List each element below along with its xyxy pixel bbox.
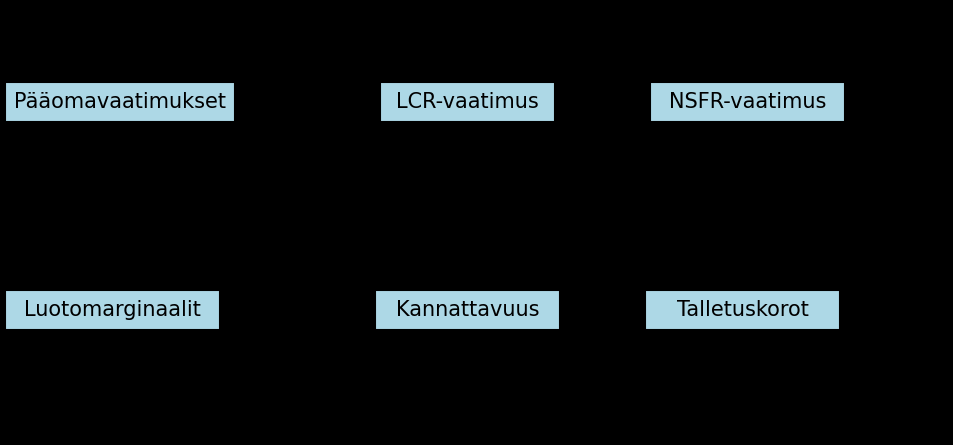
FancyArrowPatch shape xyxy=(472,122,735,290)
FancyArrowPatch shape xyxy=(222,302,375,318)
FancyArrowPatch shape xyxy=(105,122,121,288)
FancyArrowPatch shape xyxy=(458,122,476,288)
Text: Luotomarginaalit: Luotomarginaalit xyxy=(24,300,201,320)
Text: NSFR-vaatimus: NSFR-vaatimus xyxy=(668,92,825,112)
Text: Pääomavaatimukset: Pääomavaatimukset xyxy=(14,92,226,112)
FancyBboxPatch shape xyxy=(644,290,840,330)
FancyArrowPatch shape xyxy=(561,302,644,318)
Text: Kannattavuus: Kannattavuus xyxy=(395,300,538,320)
FancyArrowPatch shape xyxy=(734,122,750,288)
FancyArrowPatch shape xyxy=(17,330,829,445)
Text: LCR-vaatimus: LCR-vaatimus xyxy=(395,92,538,112)
FancyBboxPatch shape xyxy=(649,82,844,122)
FancyBboxPatch shape xyxy=(375,290,559,330)
Text: Talletuskorot: Talletuskorot xyxy=(676,300,807,320)
FancyBboxPatch shape xyxy=(5,82,234,122)
FancyBboxPatch shape xyxy=(5,290,220,330)
FancyArrowPatch shape xyxy=(474,122,741,290)
FancyBboxPatch shape xyxy=(379,82,555,122)
